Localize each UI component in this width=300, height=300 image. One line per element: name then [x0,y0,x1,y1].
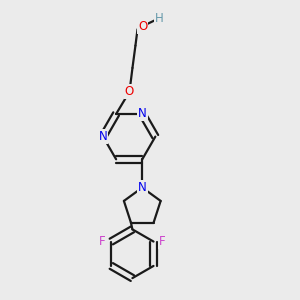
Text: N: N [99,130,107,143]
Text: N: N [138,181,147,194]
Text: O: O [138,20,148,33]
Text: H: H [155,12,164,26]
Text: F: F [159,235,166,248]
Text: N: N [138,107,147,121]
Text: F: F [99,235,106,248]
Text: O: O [125,85,134,98]
